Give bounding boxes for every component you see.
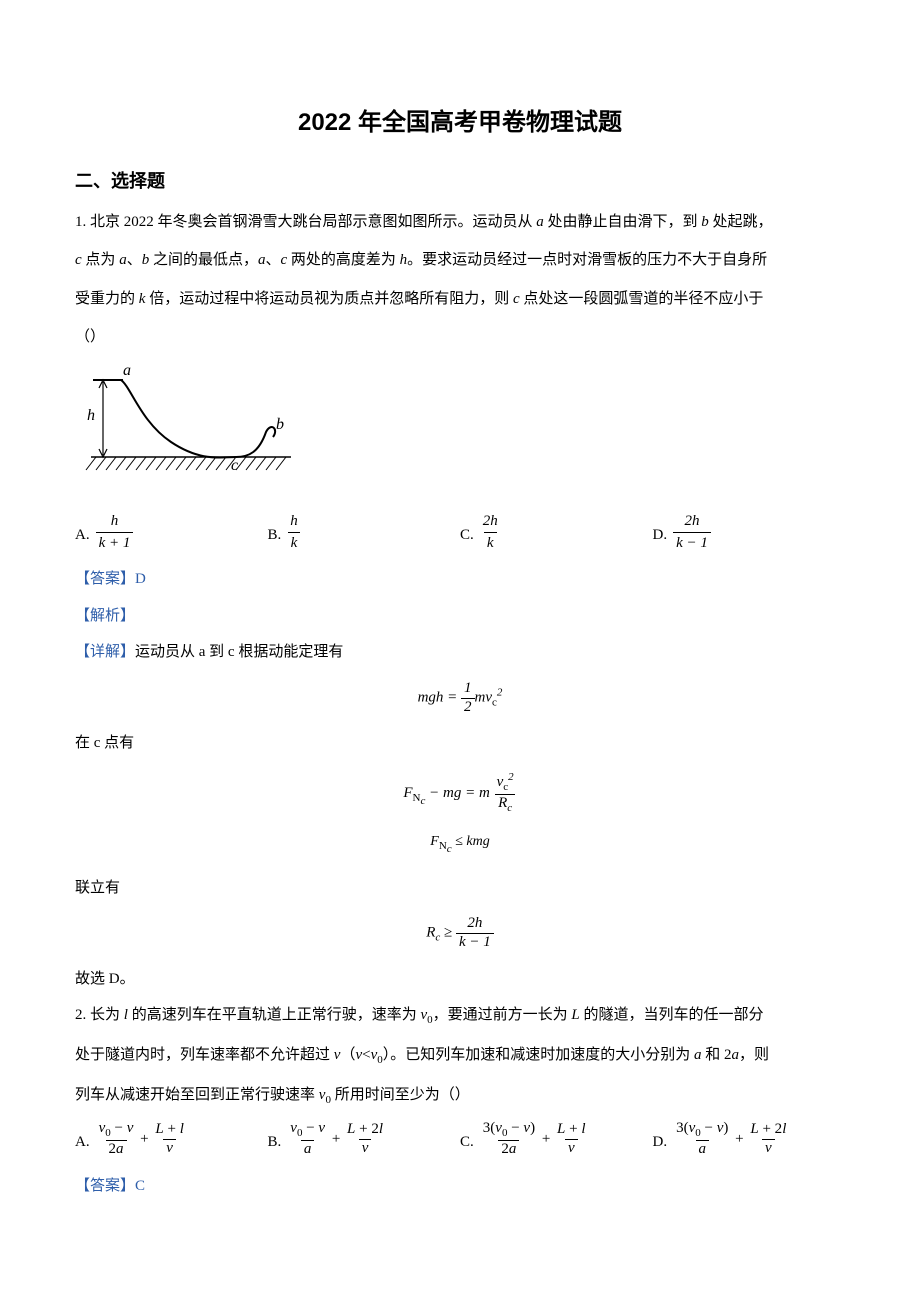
q2-stem-line3: 列车从减速开始至回到正常行驶速率 v0 所用时间至少为（） — [75, 1081, 845, 1111]
q1-stem-line3: 受重力的 k 倍，运动过程中将运动员视为质点并忽略所有阻力，则 c 点处这一段圆… — [75, 285, 845, 314]
q1-eq3: FNc ≤ kmg — [75, 829, 845, 860]
q1-at-c: 在 c 点有 — [75, 729, 845, 758]
q1-choice-a: A. hk + 1 — [75, 513, 268, 551]
q1-eq1: mgh = 12mvc2 — [75, 681, 845, 716]
diagram-label-b: b — [276, 416, 284, 433]
q1-eq2: FNc − mg = m vc2Rc — [75, 772, 845, 815]
question-1: 1. 北京 2022 年冬奥会首钢滑雪大跳台局部示意图如图所示。运动员从 a 处… — [75, 208, 845, 993]
q1-so: 故选 D。 — [75, 965, 845, 994]
q1-combine: 联立有 — [75, 874, 845, 903]
q1-stem-line1: 1. 北京 2022 年冬奥会首钢滑雪大跳台局部示意图如图所示。运动员从 a 处… — [75, 208, 845, 237]
diagram-label-a: a — [123, 362, 131, 379]
q1-detail: 【详解】运动员从 a 到 c 根据动能定理有 — [75, 638, 845, 667]
q1-eq4: Rc ≥ 2hk − 1 — [75, 916, 845, 951]
diagram-label-h: h — [87, 407, 95, 424]
q2-answer: 【答案】C — [75, 1172, 845, 1201]
question-2: 2. 长为 l 的高速列车在平直轨道上正常行驶，速率为 v0，要通过前方一长为 … — [75, 1001, 845, 1200]
q2-choice-a: A. v0 − v2a + L + lv — [75, 1121, 268, 1158]
q2-stem-line2: 处于隧道内时，列车速率都不允许超过 v（v<v0）。已知列车加速和减速时加速度的… — [75, 1041, 845, 1071]
q1-stem-line4: （） — [75, 323, 845, 352]
q1-diagram: a h c b — [81, 362, 845, 498]
q1-choices: A. hk + 1 B. hk C. 2hk D. 2hk − 1 — [75, 513, 845, 551]
q1-choice-b: B. hk — [268, 513, 461, 551]
q1-analysis-label: 【解析】 — [75, 602, 845, 631]
q1-answer: 【答案】D — [75, 565, 845, 594]
q2-choice-d: D. 3(v0 − v)a + L + 2lv — [653, 1121, 846, 1158]
q1-choice-d: D. 2hk − 1 — [653, 513, 846, 551]
diagram-label-c: c — [231, 457, 238, 474]
q1-stem-line2: c 点为 a、b 之间的最低点，a、c 两处的高度差为 h。要求运动员经过一点时… — [75, 246, 845, 275]
section-heading: 二、选择题 — [75, 164, 845, 198]
q2-choice-b: B. v0 − va + L + 2lv — [268, 1121, 461, 1158]
q2-choices: A. v0 − v2a + L + lv B. v0 − va + L + 2l… — [75, 1121, 845, 1158]
page-title: 2022 年全国高考甲卷物理试题 — [75, 100, 845, 146]
q2-choice-c: C. 3(v0 − v)2a + L + lv — [460, 1121, 653, 1158]
q2-stem-line1: 2. 长为 l 的高速列车在平直轨道上正常行驶，速率为 v0，要通过前方一长为 … — [75, 1001, 845, 1031]
q1-choice-c: C. 2hk — [460, 513, 653, 551]
